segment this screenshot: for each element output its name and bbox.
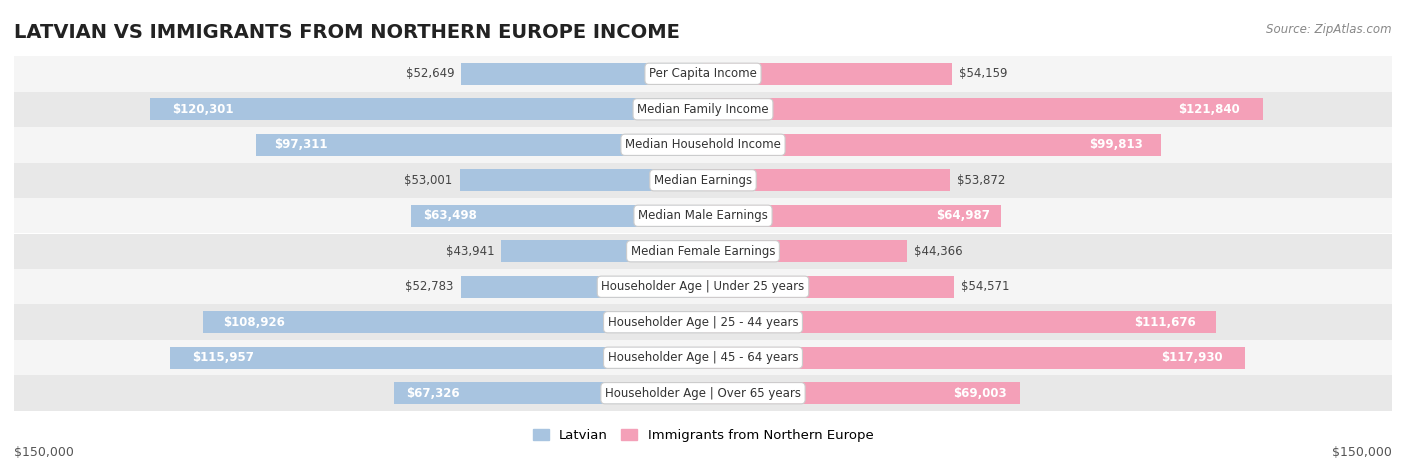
Bar: [461, 63, 703, 85]
Text: $54,571: $54,571: [960, 280, 1010, 293]
Bar: [170, 347, 703, 369]
Bar: [14, 340, 1392, 375]
Bar: [14, 56, 1392, 92]
Bar: [256, 134, 703, 156]
Text: Median Earnings: Median Earnings: [654, 174, 752, 187]
Text: $64,987: $64,987: [935, 209, 990, 222]
Text: $150,000: $150,000: [1331, 446, 1392, 459]
Bar: [703, 276, 953, 298]
Bar: [14, 234, 1392, 269]
Text: Median Household Income: Median Household Income: [626, 138, 780, 151]
Bar: [202, 311, 703, 333]
Bar: [150, 98, 703, 120]
Bar: [460, 169, 703, 191]
Text: $54,159: $54,159: [959, 67, 1007, 80]
Legend: Latvian, Immigrants from Northern Europe: Latvian, Immigrants from Northern Europe: [527, 424, 879, 447]
Bar: [14, 92, 1392, 127]
Bar: [703, 311, 1216, 333]
Text: $63,498: $63,498: [423, 209, 477, 222]
Bar: [14, 163, 1392, 198]
Text: $52,783: $52,783: [405, 280, 454, 293]
Text: $44,366: $44,366: [914, 245, 962, 258]
Text: $43,941: $43,941: [446, 245, 495, 258]
Bar: [703, 240, 907, 262]
Text: $53,872: $53,872: [957, 174, 1005, 187]
Bar: [501, 240, 703, 262]
Bar: [461, 276, 703, 298]
Text: $67,326: $67,326: [406, 387, 460, 400]
Text: $121,840: $121,840: [1178, 103, 1240, 116]
Bar: [703, 382, 1019, 404]
Text: Source: ZipAtlas.com: Source: ZipAtlas.com: [1267, 23, 1392, 36]
Text: Median Family Income: Median Family Income: [637, 103, 769, 116]
Text: Householder Age | 25 - 44 years: Householder Age | 25 - 44 years: [607, 316, 799, 329]
Bar: [703, 169, 950, 191]
Bar: [14, 198, 1392, 234]
Text: $97,311: $97,311: [274, 138, 328, 151]
Text: LATVIAN VS IMMIGRANTS FROM NORTHERN EUROPE INCOME: LATVIAN VS IMMIGRANTS FROM NORTHERN EURO…: [14, 23, 681, 42]
Bar: [14, 304, 1392, 340]
Bar: [703, 134, 1161, 156]
Bar: [14, 127, 1392, 163]
Text: $69,003: $69,003: [953, 387, 1007, 400]
Text: Median Male Earnings: Median Male Earnings: [638, 209, 768, 222]
Text: Householder Age | Over 65 years: Householder Age | Over 65 years: [605, 387, 801, 400]
Bar: [412, 205, 703, 227]
Text: $53,001: $53,001: [405, 174, 453, 187]
Text: $150,000: $150,000: [14, 446, 75, 459]
Bar: [703, 63, 952, 85]
Text: Householder Age | Under 25 years: Householder Age | Under 25 years: [602, 280, 804, 293]
Text: Householder Age | 45 - 64 years: Householder Age | 45 - 64 years: [607, 351, 799, 364]
Text: $117,930: $117,930: [1161, 351, 1223, 364]
Bar: [394, 382, 703, 404]
Bar: [703, 205, 1001, 227]
Bar: [14, 269, 1392, 304]
Bar: [703, 347, 1244, 369]
Text: $111,676: $111,676: [1133, 316, 1195, 329]
Text: $120,301: $120,301: [173, 103, 233, 116]
Text: Per Capita Income: Per Capita Income: [650, 67, 756, 80]
Bar: [14, 375, 1392, 411]
Text: $115,957: $115,957: [191, 351, 253, 364]
Text: $52,649: $52,649: [406, 67, 454, 80]
Text: Median Female Earnings: Median Female Earnings: [631, 245, 775, 258]
Text: $99,813: $99,813: [1090, 138, 1143, 151]
Bar: [703, 98, 1263, 120]
Text: $108,926: $108,926: [222, 316, 284, 329]
